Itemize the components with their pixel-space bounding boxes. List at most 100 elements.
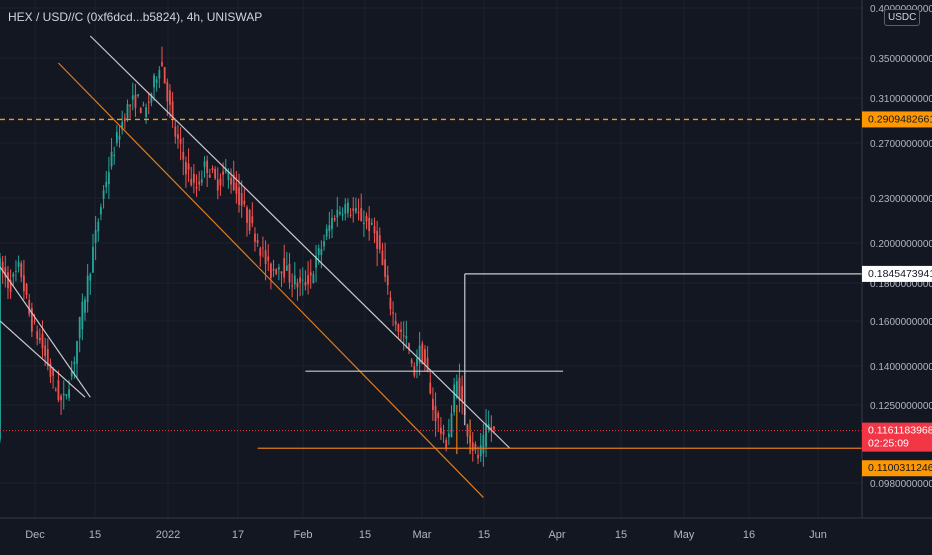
candle-body — [354, 207, 357, 213]
candle-body — [331, 217, 333, 230]
candle-body — [402, 335, 405, 337]
candle-body — [243, 200, 246, 205]
candle-body — [28, 300, 31, 315]
candle-body — [293, 275, 296, 285]
candle-body — [277, 267, 280, 270]
candle-body — [394, 321, 397, 325]
x-tick-label: 17 — [232, 529, 244, 541]
price-tag-current-text: 0.1161183968 — [868, 425, 932, 437]
candle-body — [479, 445, 482, 457]
candle-body — [296, 282, 299, 288]
candle-body — [288, 263, 291, 283]
candle-body — [230, 177, 232, 185]
candle-body — [145, 107, 147, 118]
candle-body — [94, 229, 97, 243]
candle-body — [97, 221, 100, 232]
candle-body — [408, 343, 410, 350]
candle-body — [7, 272, 9, 289]
candle-body — [323, 241, 325, 247]
y-tick-label: 0.1400000000 — [870, 362, 932, 373]
candle-body — [9, 280, 12, 293]
candle-body — [339, 211, 341, 214]
y-tick-label: 0.1600000000 — [870, 317, 932, 328]
candle-body — [410, 359, 413, 364]
x-tick-label: May — [674, 529, 695, 541]
candle-body — [36, 331, 39, 339]
price-tag-support: 0.1100311246 — [862, 460, 932, 477]
candle-body — [264, 250, 267, 264]
candle-body — [333, 218, 336, 221]
x-tick-label: Feb — [294, 529, 313, 541]
candle-body — [370, 222, 373, 225]
candle-body — [341, 214, 344, 216]
candle-body — [254, 233, 256, 242]
candle-body — [15, 271, 17, 273]
candle-body — [474, 444, 477, 450]
candle-body — [235, 182, 238, 194]
candle-body — [471, 442, 474, 451]
candle-body — [171, 101, 174, 120]
x-tick-label: 15 — [359, 529, 371, 541]
candle-body — [400, 329, 402, 332]
price-tag-support-box — [862, 460, 932, 477]
candle-body — [182, 151, 185, 160]
candle-body — [285, 265, 288, 271]
candle-body — [81, 301, 84, 330]
candle-body — [84, 299, 86, 313]
candle-body — [349, 214, 352, 216]
candle-body — [78, 317, 81, 339]
candle-body — [100, 207, 102, 215]
y-tick-label: 0.3500000000 — [870, 54, 932, 65]
candle-body — [185, 161, 187, 175]
candle-body — [126, 104, 129, 119]
candle-body — [38, 337, 41, 341]
candle-body — [33, 320, 36, 322]
candle-body — [179, 138, 182, 144]
candle-body — [23, 275, 25, 292]
candle-body — [373, 226, 376, 234]
candle-body — [458, 377, 461, 401]
candle-body — [368, 217, 371, 232]
x-tick-label: 16 — [743, 529, 755, 541]
candle-body — [54, 389, 57, 391]
candle-body — [4, 267, 7, 278]
candle-body — [60, 395, 62, 401]
candle-body — [493, 426, 495, 430]
candle-body — [105, 181, 108, 188]
candle-body — [447, 433, 450, 438]
candle-body — [397, 324, 400, 333]
candle-body — [44, 345, 47, 356]
candle-body — [17, 261, 20, 267]
candle-body — [301, 279, 304, 281]
candle-body — [267, 256, 270, 261]
x-tick-label: Mar — [413, 529, 432, 541]
trendline-white — [0, 320, 86, 398]
candle-body — [378, 235, 381, 250]
candle-body — [490, 426, 493, 431]
trendline-white — [0, 266, 91, 398]
candle-body — [270, 263, 272, 278]
candle-body — [198, 181, 201, 185]
candle-body — [424, 349, 426, 364]
currency-badge[interactable]: USDC — [884, 9, 921, 26]
candle-body — [134, 94, 137, 108]
trendline-white — [89, 35, 511, 449]
candle-body — [336, 209, 339, 218]
candle-body — [153, 75, 155, 88]
x-tick-label: Jun — [809, 529, 827, 541]
candle-body — [259, 248, 262, 256]
x-tick-label: Dec — [25, 529, 45, 541]
candle-body — [426, 357, 429, 373]
candle-body — [150, 93, 153, 103]
candle-body — [30, 307, 33, 332]
candle-body — [206, 160, 209, 173]
candle-body — [102, 190, 105, 199]
candle-body — [123, 117, 126, 122]
candle-body — [246, 207, 248, 223]
candle-body — [190, 178, 193, 186]
y-tick-label: 0.3100000000 — [870, 94, 932, 105]
candle-body — [461, 386, 464, 401]
